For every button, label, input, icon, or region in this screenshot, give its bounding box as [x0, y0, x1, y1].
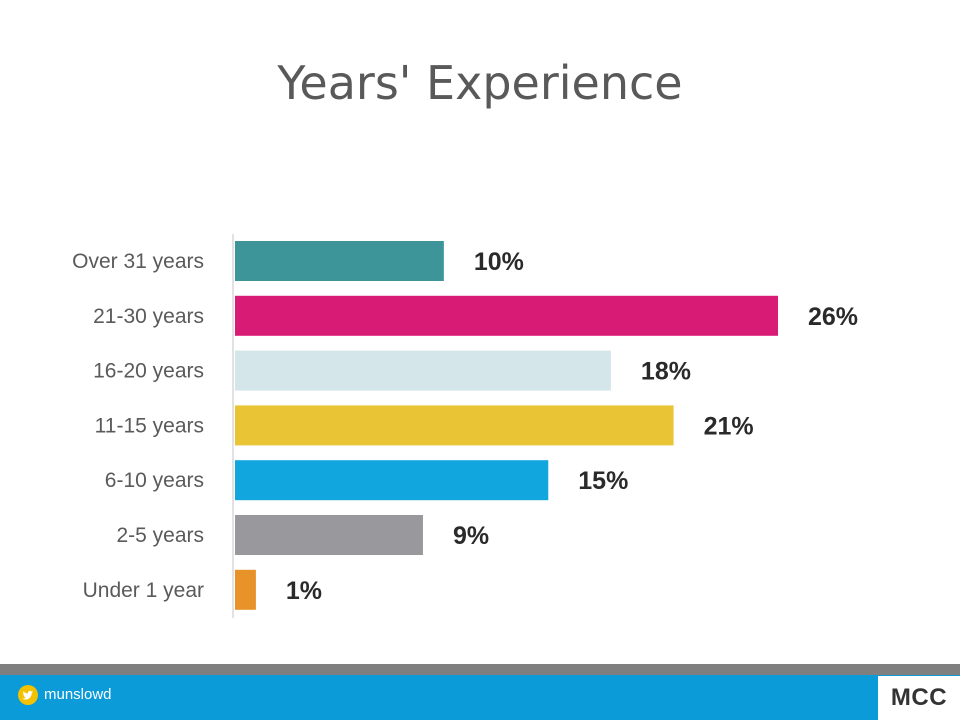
value-label: 18%: [641, 358, 691, 386]
category-label: 21-30 years: [93, 305, 204, 328]
bar-0: [235, 241, 444, 281]
bar-1: [235, 295, 778, 336]
category-label: Under 1 year: [83, 579, 204, 602]
bar-2: [235, 350, 611, 391]
value-label: 1%: [286, 577, 322, 605]
bar-3: [235, 405, 674, 446]
twitter-handle[interactable]: munslowd: [44, 686, 112, 703]
category-label: Over 31 years: [72, 250, 204, 273]
footer-stripe: [0, 664, 960, 675]
bar-4: [235, 460, 549, 501]
bar-5: [235, 515, 423, 555]
value-label: 26%: [808, 303, 858, 331]
value-label: 15%: [578, 467, 628, 495]
mcc-logo: MCC: [878, 676, 960, 720]
slide-title: Years' Experience: [277, 56, 683, 110]
value-label: 9%: [453, 522, 489, 550]
bar-chart: Over 31 years 10% 21-30 years 26% 16-20 year…: [72, 234, 858, 618]
bar-6: [235, 569, 256, 610]
value-label: 10%: [474, 248, 524, 276]
category-label: 2-5 years: [116, 524, 204, 547]
bars-group: Over 31 years 10% 21-30 years 26% 16-20 year…: [72, 241, 858, 610]
footer-bar: [0, 675, 960, 720]
category-label: 16-20 years: [93, 360, 204, 383]
twitter-bird-icon: [18, 685, 38, 705]
category-label: 6-10 years: [105, 469, 204, 492]
value-label: 21%: [704, 412, 754, 440]
category-label: 11-15 years: [95, 414, 204, 437]
